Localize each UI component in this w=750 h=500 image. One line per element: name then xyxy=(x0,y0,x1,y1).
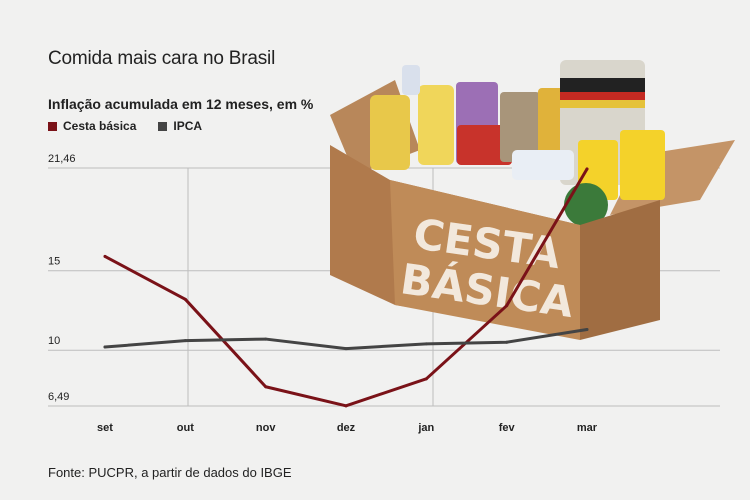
x-tick-label: set xyxy=(97,422,113,434)
beans-bag xyxy=(500,92,540,162)
chart-headline: Comida mais cara no Brasil xyxy=(48,48,276,69)
pasta-pack-2 xyxy=(620,130,665,200)
data-point-ipca xyxy=(505,340,509,344)
y-tick-label: 21,46 xyxy=(48,153,76,165)
data-point-cesta-basica xyxy=(264,385,268,389)
y-tick-label: 6,49 xyxy=(48,391,69,403)
box-front xyxy=(390,180,580,340)
can xyxy=(564,183,608,227)
y-tick-label: 15 xyxy=(48,256,60,268)
source-note: Fonte: PUCPR, a partir de dados do IBGE xyxy=(48,465,292,480)
data-point-cesta-basica xyxy=(183,297,187,301)
axis-layer: 21,46 15 10 6,49 set out nov dez jan fev mar xyxy=(48,153,598,434)
data-point-ipca xyxy=(183,339,187,343)
legend-swatch-cesta xyxy=(48,121,57,131)
oil-bottle-2 xyxy=(418,85,454,165)
x-tick-label: out xyxy=(177,422,194,434)
legend-item-cesta: Cesta básica xyxy=(48,119,136,133)
legend-swatch-ipca xyxy=(158,121,168,131)
data-point-cesta-basica xyxy=(585,167,589,171)
data-point-ipca xyxy=(103,345,107,349)
legend-label-cesta: Cesta básica xyxy=(63,119,137,133)
x-tick-label: fev xyxy=(499,422,516,434)
data-point-ipca xyxy=(344,347,348,351)
data-point-ipca xyxy=(424,342,428,346)
rice-bag-stripe-2 xyxy=(560,92,645,100)
legend: Cesta básica IPCA xyxy=(48,119,202,133)
butter-tub xyxy=(512,150,574,180)
x-tick-label: nov xyxy=(256,422,276,434)
data-point-ipca xyxy=(585,328,589,332)
y-tick-label: 10 xyxy=(48,335,60,347)
box-side xyxy=(580,200,660,340)
tomato-box xyxy=(457,125,512,165)
x-tick-label: jan xyxy=(417,422,434,434)
series-line-ipca xyxy=(103,328,589,351)
series-layer xyxy=(103,167,589,408)
data-point-ipca xyxy=(264,337,268,341)
legend-item-ipca: IPCA xyxy=(158,119,202,133)
rice-bag-stripe-1 xyxy=(560,78,645,92)
x-tick-label: mar xyxy=(577,422,598,434)
legend-label-ipca: IPCA xyxy=(173,119,203,133)
rice-bag-stripe-3 xyxy=(560,100,645,108)
cesta-basica-box-illustration: CESTA BÁSICA xyxy=(330,60,735,340)
data-point-cesta-basica xyxy=(103,254,107,258)
data-point-cesta-basica xyxy=(424,377,428,381)
milk-bottle xyxy=(402,65,420,95)
data-point-cesta-basica xyxy=(505,304,509,308)
x-tick-label: dez xyxy=(337,422,356,434)
data-point-cesta-basica xyxy=(344,404,348,408)
oil-bottle-1 xyxy=(370,95,410,170)
chart-title: Inflação acumulada em 12 meses, em % xyxy=(48,96,314,112)
